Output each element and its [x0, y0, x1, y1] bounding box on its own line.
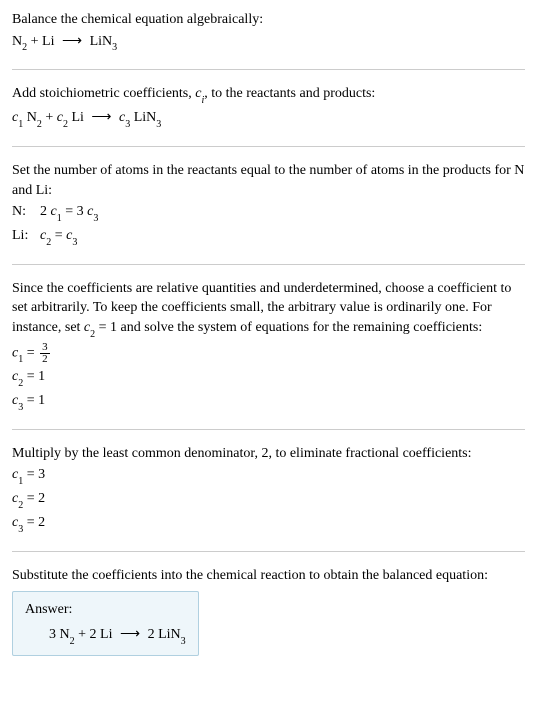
- arrow-icon: ⟶: [120, 626, 140, 643]
- c2-final: c2 = 2: [12, 489, 525, 511]
- species-li: Li: [42, 34, 54, 49]
- section-solve: Since the coefficients are relative quan…: [12, 279, 525, 430]
- c2-value: c2 = 1: [12, 367, 525, 389]
- intro-text: Balance the chemical equation algebraica…: [12, 10, 525, 30]
- balanced-equation: 3 N2 + 2 Li ⟶ 2 LiN3: [25, 626, 186, 645]
- step6-text: Substitute the coefficients into the che…: [12, 566, 525, 586]
- section-intro: Balance the chemical equation algebraica…: [12, 10, 525, 70]
- step2-text: Add stoichiometric coefficients, ci, to …: [12, 84, 525, 106]
- c1-final: c1 = 3: [12, 465, 525, 487]
- n-equation: N: 2 c1 = 3 c3: [12, 202, 525, 224]
- unbalanced-equation: N2 + Li ⟶ LiN3: [12, 32, 525, 54]
- answer-box: Answer: 3 N2 + 2 Li ⟶ 2 LiN3: [12, 591, 199, 656]
- step4-text: Since the coefficients are relative quan…: [12, 279, 525, 340]
- plus: +: [27, 34, 42, 49]
- li-equation: Li: c2 = c3: [12, 226, 525, 248]
- c1-value: c1 = 32: [12, 342, 525, 366]
- section-coefficients: Add stoichiometric coefficients, ci, to …: [12, 84, 525, 147]
- species-lin3: LiN3: [90, 34, 118, 49]
- c3-final: c3 = 2: [12, 513, 525, 535]
- answer-label: Answer:: [25, 602, 186, 618]
- c3-value: c3 = 1: [12, 391, 525, 413]
- step5-text: Multiply by the least common denominator…: [12, 444, 525, 464]
- section-multiply: Multiply by the least common denominator…: [12, 444, 525, 552]
- coef-equation: c1 N2 + c2 Li ⟶ c3 LiN3: [12, 108, 525, 130]
- section-answer: Substitute the coefficients into the che…: [12, 566, 525, 656]
- step3-text: Set the number of atoms in the reactants…: [12, 161, 525, 200]
- section-atoms: Set the number of atoms in the reactants…: [12, 161, 525, 265]
- arrow-icon: ⟶: [62, 32, 82, 52]
- arrow-icon: ⟶: [91, 108, 111, 128]
- species-n2: N2: [12, 34, 27, 49]
